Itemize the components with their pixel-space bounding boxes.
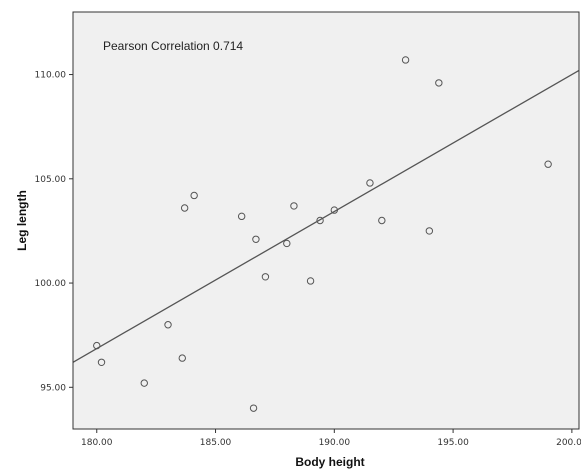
x-tick-label: 190.00 <box>319 438 351 448</box>
y-tick-label: 95.00 <box>40 383 66 393</box>
data-point <box>252 235 260 243</box>
y-tick-label: 105.00 <box>35 175 67 185</box>
data-point <box>290 202 298 210</box>
x-tick-label: 195.00 <box>437 438 469 448</box>
data-point <box>180 204 189 212</box>
data-point <box>178 354 186 362</box>
data-point <box>401 56 410 64</box>
data-point <box>93 341 101 350</box>
data-point <box>140 379 148 387</box>
data-point <box>435 79 443 87</box>
data-point <box>237 212 246 221</box>
data-point <box>249 404 258 412</box>
data-point <box>378 216 386 225</box>
x-tick-label: 180.00 <box>81 438 113 448</box>
data-point <box>164 321 172 329</box>
data-point <box>283 239 291 248</box>
correlation-annotation: Pearson Correlation 0.714 <box>103 39 243 53</box>
x-axis-title: Body height <box>295 455 364 469</box>
data-point <box>425 227 434 235</box>
plot-area <box>73 12 579 429</box>
y-tick-label: 100.00 <box>35 279 67 289</box>
fit-line <box>72 69 580 363</box>
x-tick-label: 200.00 <box>556 438 581 448</box>
data-point <box>316 216 324 225</box>
data-point <box>97 358 106 366</box>
data-point <box>190 191 198 200</box>
data-point <box>261 273 270 281</box>
data-point <box>544 160 552 168</box>
y-tick-label: 110.00 <box>35 71 67 81</box>
data-point <box>306 277 315 285</box>
data-point <box>330 206 339 214</box>
y-axis-title: Leg length <box>15 190 29 251</box>
x-tick-label: 185.00 <box>200 438 232 448</box>
data-point <box>366 179 374 187</box>
plot-frame <box>72 11 580 430</box>
